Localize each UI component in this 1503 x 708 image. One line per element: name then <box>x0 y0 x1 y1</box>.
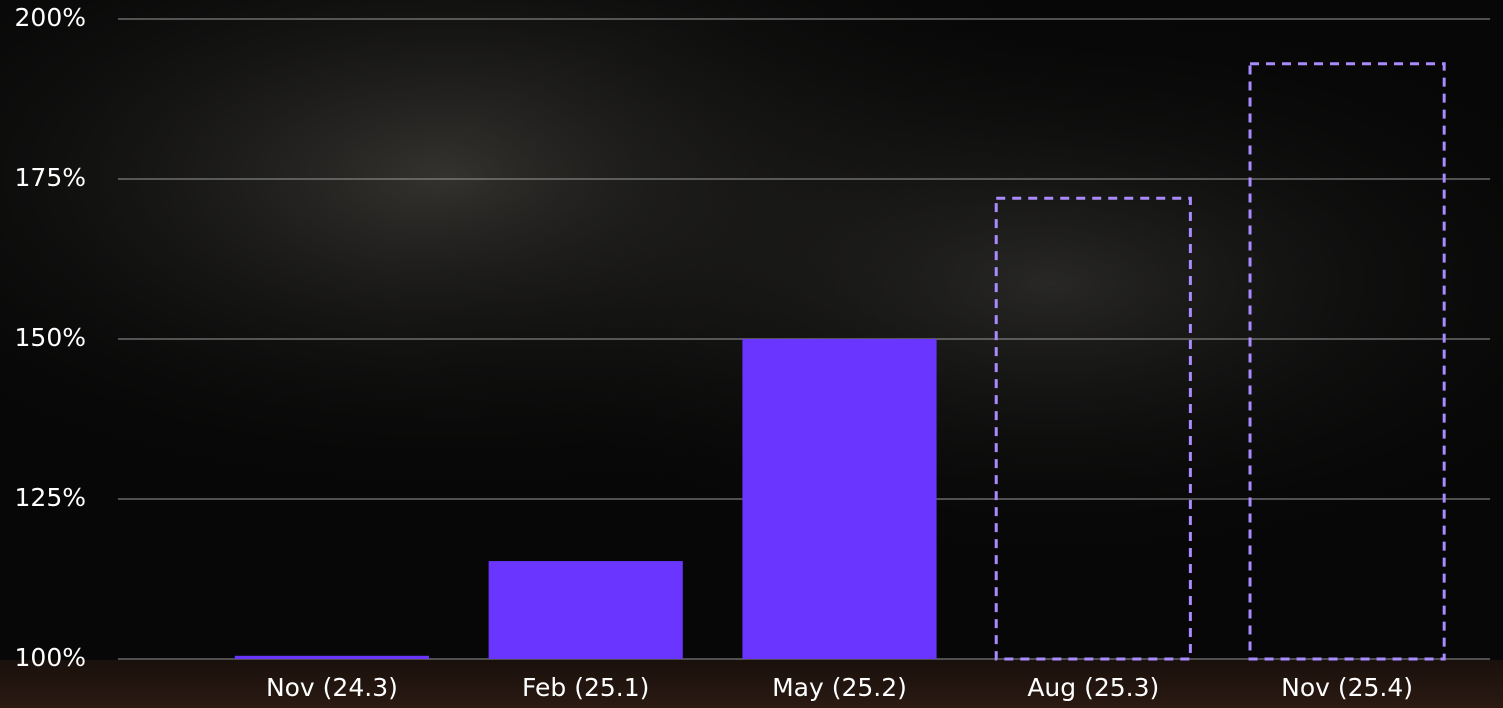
bar <box>488 561 683 659</box>
x-tick-label: Feb (25.1) <box>522 673 649 702</box>
x-tick-label: Nov (24.3) <box>266 673 398 702</box>
plot: 100% 125% 150% 175% 200% Nov (24.3) Feb (25.1)… <box>15 3 1490 702</box>
x-tick-label: May (25.2) <box>772 673 907 702</box>
y-tick-label: 125% <box>15 483 86 512</box>
projected-bar <box>994 196 1192 661</box>
y-tick-label: 100% <box>15 643 86 672</box>
y-tick-label: 200% <box>15 3 86 32</box>
bar <box>742 339 937 659</box>
y-tick-label: 150% <box>15 323 86 352</box>
x-tick-label: Nov (25.4) <box>1281 673 1413 702</box>
x-tick-label: Aug (25.3) <box>1027 673 1159 702</box>
track <box>0 660 1503 708</box>
y-tick-label: 175% <box>15 163 86 192</box>
bar <box>234 655 429 659</box>
projected-bar <box>1248 62 1446 661</box>
